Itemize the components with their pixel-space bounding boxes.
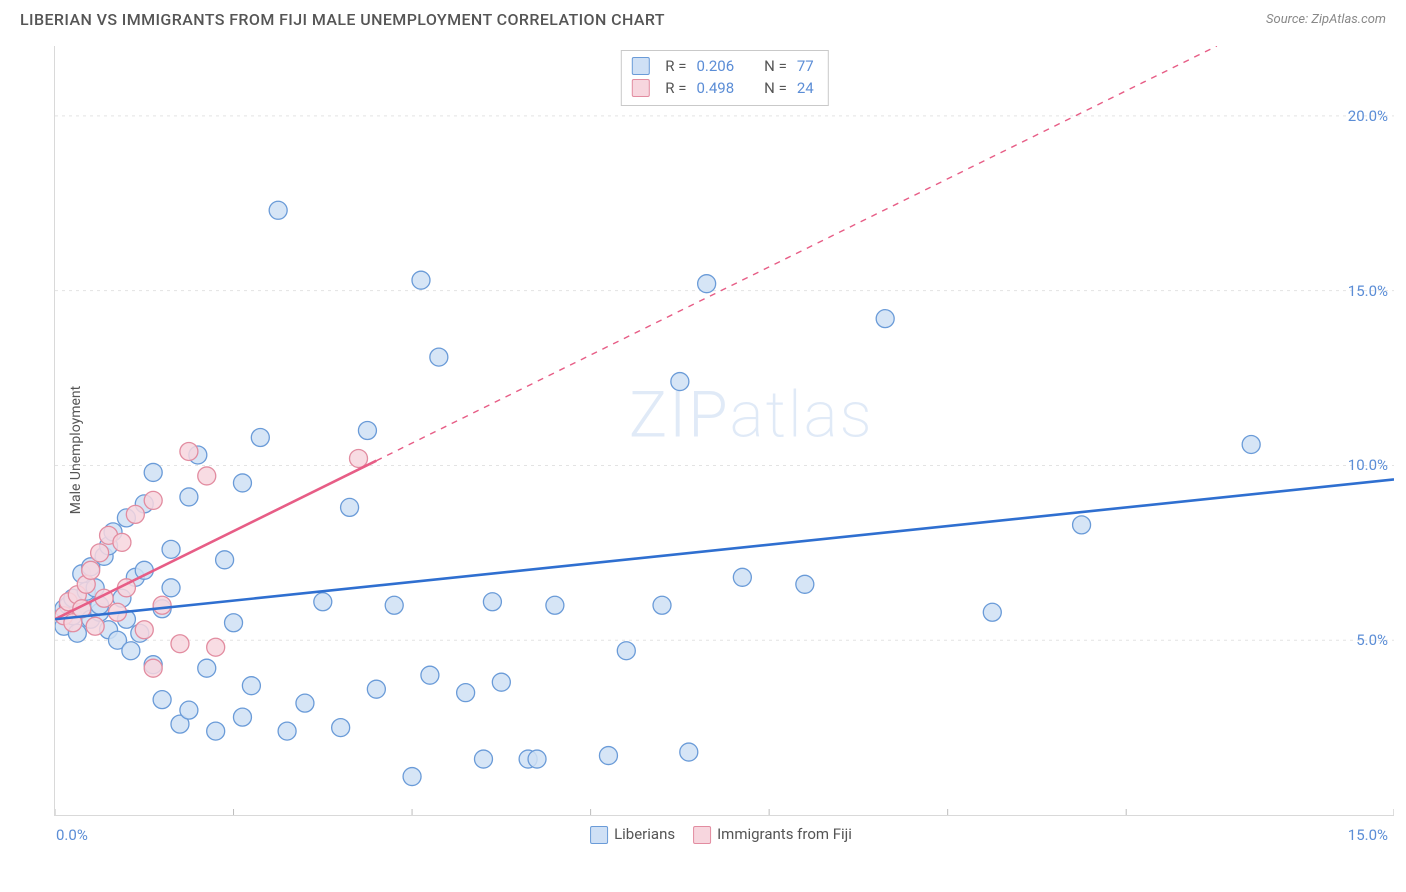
y-tick-label: 15.0% [1348, 282, 1388, 300]
series-swatch [631, 57, 649, 75]
stats-row: R = 0.206 N = 77 [631, 55, 813, 77]
header: LIBERIAN VS IMMIGRANTS FROM FIJI MALE UN… [0, 0, 1406, 29]
legend-item: Immigrants from Fiji [693, 825, 852, 844]
chart-title: LIBERIAN VS IMMIGRANTS FROM FIJI MALE UN… [20, 10, 665, 29]
legend-label: Immigrants from Fiji [717, 825, 852, 843]
r-label: R = [665, 57, 686, 75]
scatter-svg [55, 46, 1394, 815]
r-value: 0.498 [696, 79, 734, 97]
y-tick-label: 20.0% [1348, 107, 1388, 125]
n-value: 77 [797, 57, 814, 75]
n-label: N = [764, 57, 787, 75]
correlation-stats-box: R = 0.206 N = 77 R = 0.498 N = 24 [620, 50, 828, 106]
series-swatch [631, 79, 649, 97]
y-tick-label: 10.0% [1348, 456, 1388, 474]
source-label: Source: ZipAtlas.com [1266, 12, 1386, 27]
n-label: N = [764, 79, 787, 97]
chart-area: Male Unemployment ZIPatlas R =0.206N =77… [48, 46, 1394, 854]
legend-item: Liberians [590, 825, 675, 844]
legend-label: Liberians [614, 825, 675, 843]
y-tick-label: 5.0% [1356, 631, 1388, 649]
x-tick-label: 15.0% [1348, 826, 1388, 844]
series-legend: Liberians Immigrants from Fiji [590, 825, 852, 844]
series-swatch [590, 826, 608, 844]
stats-row: R = 0.498 N = 24 [631, 77, 813, 99]
x-tick-label: 0.0% [56, 826, 88, 844]
r-value: 0.206 [696, 57, 734, 75]
r-label: R = [665, 79, 686, 97]
plot-area: ZIPatlas R =0.206N =77R =0.498N =24 5.0%… [54, 46, 1394, 816]
series-swatch [693, 826, 711, 844]
n-value: 24 [797, 79, 814, 97]
